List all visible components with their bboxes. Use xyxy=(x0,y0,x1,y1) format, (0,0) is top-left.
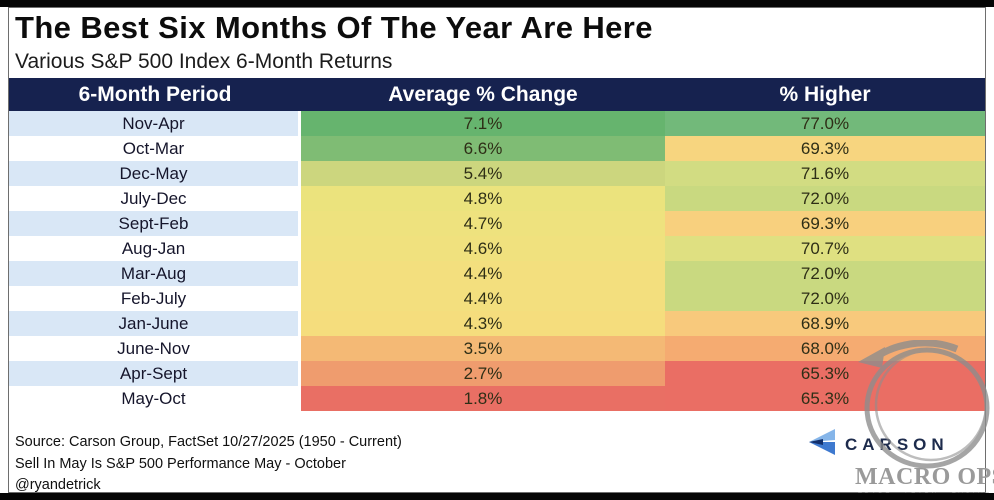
table-row: May-Oct 1.8% 65.3% xyxy=(9,386,985,411)
period-cell: July-Dec xyxy=(9,186,301,211)
avg-change-cell: 4.4% xyxy=(301,261,665,286)
period-cell: Jan-June xyxy=(9,311,301,336)
note-line: Sell In May Is S&P 500 Performance May -… xyxy=(15,455,346,472)
column-header-period: 6-Month Period xyxy=(78,82,232,106)
top-border-bar xyxy=(0,0,994,7)
avg-change-cell: 4.3% xyxy=(301,311,665,336)
chart-title: The Best Six Months Of The Year Are Here xyxy=(15,10,653,45)
table-row: Jan-June 4.3% 68.9% xyxy=(9,311,985,336)
table-row: Oct-Mar 6.6% 69.3% xyxy=(9,136,985,161)
avg-change-cell: 6.6% xyxy=(301,136,665,161)
period-cell: Sept-Feb xyxy=(9,211,301,236)
table-row: Nov-Apr 7.1% 77.0% xyxy=(9,111,985,136)
author-handle: @ryandetrick xyxy=(15,477,101,493)
avg-change-cell: 4.6% xyxy=(301,236,665,261)
chart-subtitle: Various S&P 500 Index 6-Month Returns xyxy=(15,50,393,73)
carson-chevron-icon xyxy=(806,428,836,461)
table-body: Nov-Apr 7.1% 77.0% Oct-Mar 6.6% 69.3% De… xyxy=(9,111,985,411)
table-row: Apr-Sept 2.7% 65.3% xyxy=(9,361,985,386)
avg-change-cell: 7.1% xyxy=(301,111,665,136)
period-cell: Apr-Sept xyxy=(9,361,301,386)
table-row: Aug-Jan 4.6% 70.7% xyxy=(9,236,985,261)
column-header-avg-change: Average % Change xyxy=(388,82,578,106)
footer: Source: Carson Group, FactSet 10/27/2025… xyxy=(15,432,402,497)
chart-frame: The Best Six Months Of The Year Are Here… xyxy=(8,7,986,493)
pct-higher-cell: 72.0% xyxy=(665,286,985,311)
avg-change-cell: 5.4% xyxy=(301,161,665,186)
avg-change-cell: 3.5% xyxy=(301,336,665,361)
period-cell: Oct-Mar xyxy=(9,136,301,161)
avg-change-cell: 2.7% xyxy=(301,361,665,386)
table-row: Sept-Feb 4.7% 69.3% xyxy=(9,211,985,236)
pct-higher-cell: 69.3% xyxy=(665,136,985,161)
table-header-row: 6-Month Period Average % Change % Higher xyxy=(9,78,985,111)
pct-higher-cell: 69.3% xyxy=(665,211,985,236)
pct-higher-cell: 72.0% xyxy=(665,261,985,286)
period-cell: Dec-May xyxy=(9,161,301,186)
carson-logo: CARSON xyxy=(806,428,949,461)
period-cell: Nov-Apr xyxy=(9,111,301,136)
avg-change-cell: 4.4% xyxy=(301,286,665,311)
bottom-border-bar xyxy=(0,493,994,500)
avg-change-cell: 1.8% xyxy=(301,386,665,411)
pct-higher-cell: 68.9% xyxy=(665,311,985,336)
avg-change-cell: 4.7% xyxy=(301,211,665,236)
period-cell: June-Nov xyxy=(9,336,301,361)
table-row: Feb-July 4.4% 72.0% xyxy=(9,286,985,311)
table-row: Mar-Aug 4.4% 72.0% xyxy=(9,261,985,286)
pct-higher-cell: 72.0% xyxy=(665,186,985,211)
pct-higher-cell: 77.0% xyxy=(665,111,985,136)
pct-higher-cell: 70.7% xyxy=(665,236,985,261)
table-row: Dec-May 5.4% 71.6% xyxy=(9,161,985,186)
carson-logo-label: CARSON xyxy=(845,434,949,454)
pct-higher-cell: 65.3% xyxy=(665,361,985,386)
period-cell: May-Oct xyxy=(9,386,301,411)
source-line: Source: Carson Group, FactSet 10/27/2025… xyxy=(15,434,402,450)
pct-higher-cell: 68.0% xyxy=(665,336,985,361)
avg-change-cell: 4.8% xyxy=(301,186,665,211)
period-cell: Feb-July xyxy=(9,286,301,311)
column-header-pct-higher: % Higher xyxy=(779,82,871,106)
pct-higher-cell: 71.6% xyxy=(665,161,985,186)
period-cell: Mar-Aug xyxy=(9,261,301,286)
table-row: July-Dec 4.8% 72.0% xyxy=(9,186,985,211)
pct-higher-cell: 65.3% xyxy=(665,386,985,411)
table-row: June-Nov 3.5% 68.0% xyxy=(9,336,985,361)
period-cell: Aug-Jan xyxy=(9,236,301,261)
